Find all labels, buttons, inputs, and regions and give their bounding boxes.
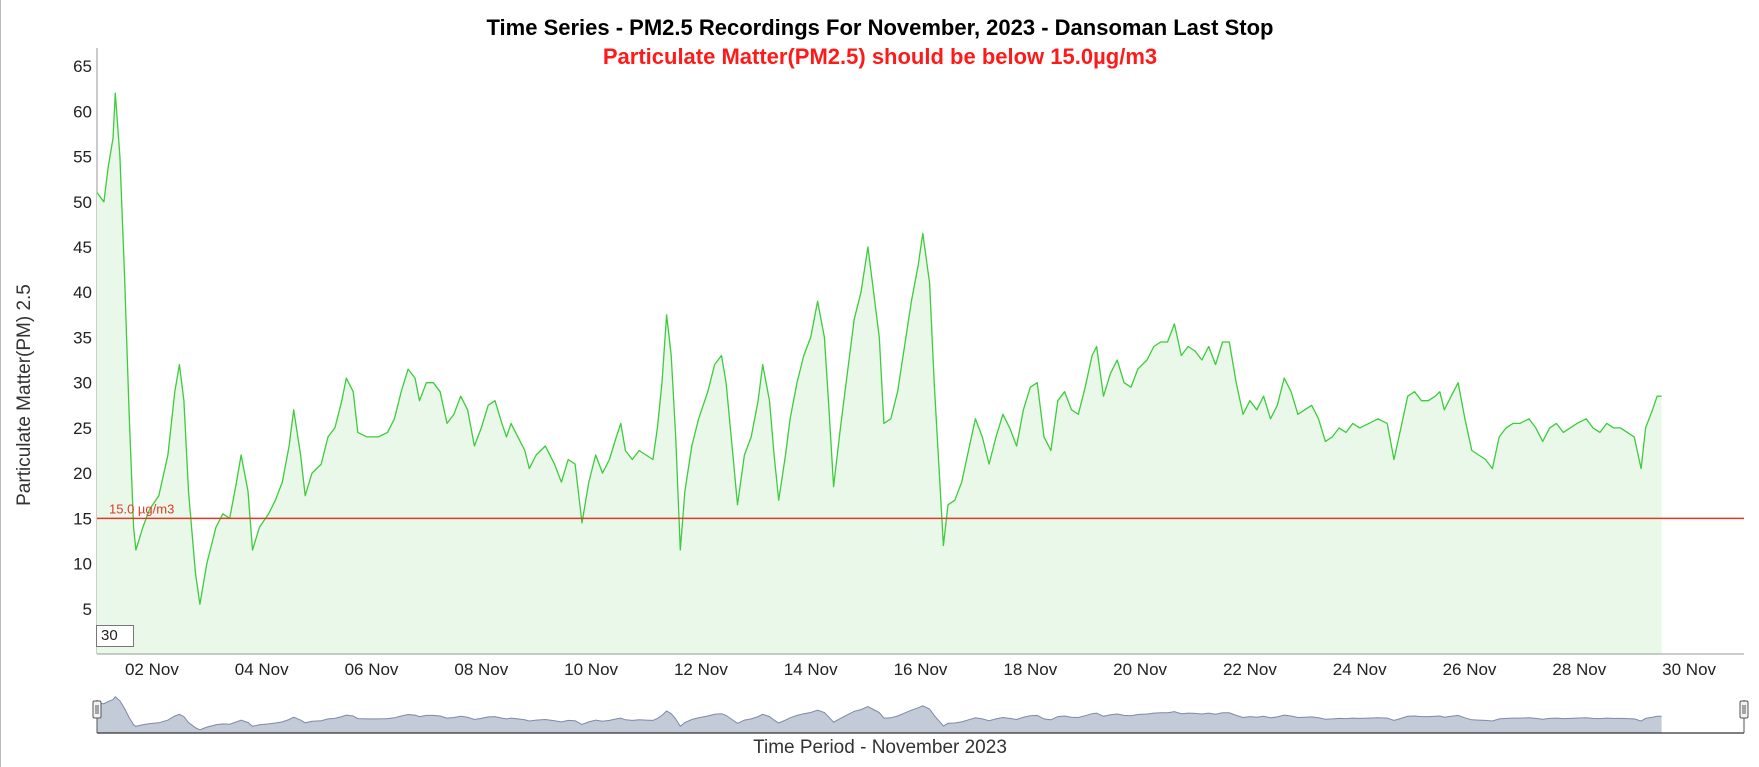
- pm25-area-fill: [97, 93, 1662, 654]
- y-axis-title: Particulate Matter(PM) 2.5: [14, 284, 35, 506]
- x-tick-label: 28 Nov: [1552, 660, 1606, 679]
- threshold-label: 15.0 µg/m3: [109, 501, 174, 516]
- x-axis-ticks: 02 Nov 04 Nov 06 Nov 08 Nov 10 Nov 12 Nov 14 N…: [125, 660, 1717, 679]
- pm25-series-line: [96, 92, 1662, 605]
- y-tick-label: 35: [73, 328, 92, 347]
- x-tick-label: 20 Nov: [1113, 660, 1167, 679]
- y-tick-label: 30: [73, 374, 92, 393]
- y-axis-ticks: 5 10 15 20 25 30 35 40 45 50 55 60 65: [73, 57, 92, 619]
- x-tick-label: 16 Nov: [894, 660, 948, 679]
- y-tick-label: 55: [73, 148, 92, 167]
- x-tick-label: 12 Nov: [674, 660, 728, 679]
- rolling-period-input[interactable]: 30: [96, 625, 134, 647]
- y-tick-label: 25: [73, 419, 92, 438]
- page-left-border: [0, 0, 1, 767]
- y-tick-label: 60: [73, 102, 92, 121]
- x-axis-title: Time Period - November 2023: [753, 737, 1007, 758]
- x-tick-label: 06 Nov: [345, 660, 399, 679]
- x-tick-label: 04 Nov: [235, 660, 289, 679]
- y-tick-label: 5: [83, 600, 92, 619]
- x-tick-label: 24 Nov: [1333, 660, 1387, 679]
- x-tick-label: 26 Nov: [1443, 660, 1497, 679]
- x-tick-label: 18 Nov: [1003, 660, 1057, 679]
- x-tick-label: 22 Nov: [1223, 660, 1277, 679]
- x-tick-label: 02 Nov: [125, 660, 179, 679]
- x-tick-label: 30 Nov: [1662, 660, 1716, 679]
- y-tick-label: 65: [73, 57, 92, 76]
- navigator-line: [96, 695, 1662, 731]
- chart-subtitle: Particulate Matter(PM2.5) should be belo…: [603, 44, 1157, 69]
- y-tick-label: 40: [73, 283, 92, 302]
- y-tick-label: 45: [73, 238, 92, 257]
- navigator-right-handle[interactable]: [1739, 700, 1749, 719]
- y-tick-label: 10: [73, 555, 92, 574]
- x-tick-label: 08 Nov: [454, 660, 508, 679]
- chart-title: Time Series - PM2.5 Recordings For Novem…: [487, 15, 1274, 40]
- navigator-left-handle[interactable]: [92, 700, 102, 719]
- y-tick-label: 20: [73, 464, 92, 483]
- y-tick-label: 15: [73, 509, 92, 528]
- navigator-area: [97, 696, 1662, 733]
- plot-area: 15.0 µg/m3: [96, 48, 1744, 655]
- x-tick-label: 10 Nov: [564, 660, 618, 679]
- x-tick-label: 14 Nov: [784, 660, 838, 679]
- range-navigator[interactable]: [92, 695, 1749, 734]
- y-tick-label: 50: [73, 193, 92, 212]
